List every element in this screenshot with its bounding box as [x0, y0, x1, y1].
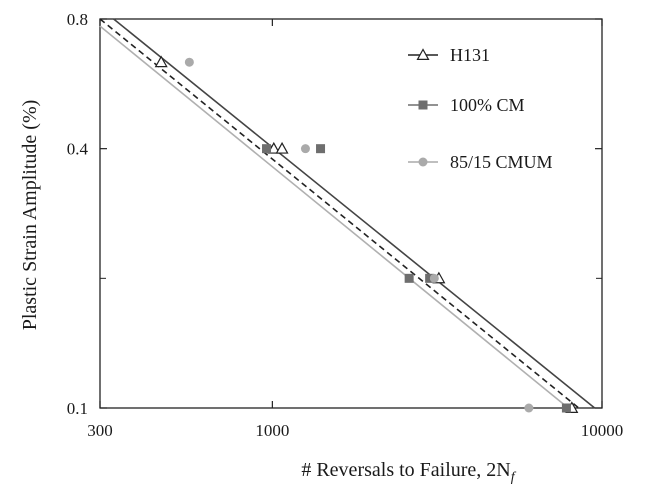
- x-tick-label: 10000: [581, 421, 624, 440]
- fit-line: [99, 25, 569, 409]
- x-axis-label-subscript: f: [511, 470, 517, 485]
- legend-label: 85/15 CMUM: [450, 152, 553, 172]
- data-point: [561, 403, 571, 413]
- data-point: [154, 55, 168, 68]
- data-point: [262, 144, 272, 154]
- data-point: [524, 403, 534, 413]
- legend: H131 100% CM 85/15 CMUM: [408, 45, 553, 172]
- legend-marker: [418, 157, 428, 167]
- x-axis-label-main: # Reversals to Failure, 2N: [301, 459, 510, 481]
- y-tick-label: 0.1: [67, 399, 88, 418]
- fit-line: [99, 18, 580, 409]
- x-axis-label: # Reversals to Failure, 2Nf: [301, 459, 516, 485]
- x-tick-label: 1000: [255, 421, 289, 440]
- plot-frame: [99, 18, 603, 409]
- data-point: [300, 144, 310, 154]
- data-point: [425, 273, 435, 283]
- data-points: [154, 55, 579, 413]
- axis-ticks: 300 1000 10000 0.1 0.4 0.8: [67, 10, 624, 440]
- y-axis-label: Plastic Strain Amplitude (%): [19, 100, 41, 331]
- y-tick-label: 0.8: [67, 10, 88, 29]
- data-point: [184, 57, 194, 67]
- fit-line: [113, 18, 596, 409]
- data-point: [275, 141, 289, 154]
- data-point: [267, 141, 281, 154]
- legend-marker: [418, 100, 428, 110]
- x-tick-label: 300: [87, 421, 113, 440]
- legend-marker: [416, 48, 430, 61]
- legend-label: H131: [450, 45, 490, 65]
- fit-lines: [99, 18, 596, 409]
- data-point: [429, 273, 439, 283]
- y-tick-label: 0.4: [67, 140, 89, 159]
- data-point: [404, 273, 414, 283]
- data-point: [316, 144, 326, 154]
- legend-label: 100% CM: [450, 95, 525, 115]
